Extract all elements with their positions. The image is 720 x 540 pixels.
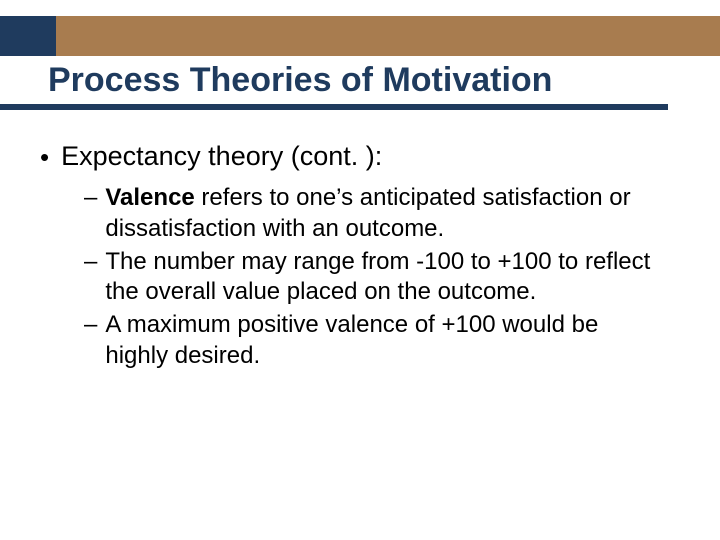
header-accent-bar-dark [0,16,56,56]
bullet-level2-rest: A maximum positive valence of +100 would… [105,311,598,369]
bullet-level2: – The number may range from -100 to +100… [84,247,680,308]
bullet-level1-text: Expectancy theory (cont. ): [61,140,382,172]
bullet-dash: – [84,310,97,341]
bullet-dash: – [84,183,97,214]
bullet-level2-rest: The number may range from -100 to +100 t… [105,248,650,306]
bullet-dot: • [40,142,49,173]
bullet-level2: – Valence refers to one’s anticipated sa… [84,183,680,244]
bullet-level2-text: The number may range from -100 to +100 t… [105,247,665,308]
content-region: • Expectancy theory (cont. ): – Valence … [40,140,680,374]
bullet-level1: • Expectancy theory (cont. ): [40,140,680,173]
slide-title: Process Theories of Motivation [48,62,696,107]
title-region: Process Theories of Motivation [48,62,696,107]
header-accent-bar [0,16,720,56]
bullet-level2-text: Valence refers to one’s anticipated sati… [105,183,665,244]
bullet-level2: – A maximum positive valence of +100 wou… [84,310,680,371]
bullet-level2-bold: Valence [105,184,194,211]
bullet-level2-text: A maximum positive valence of +100 would… [105,310,665,371]
bullet-dash: – [84,247,97,278]
title-underline [0,104,668,110]
